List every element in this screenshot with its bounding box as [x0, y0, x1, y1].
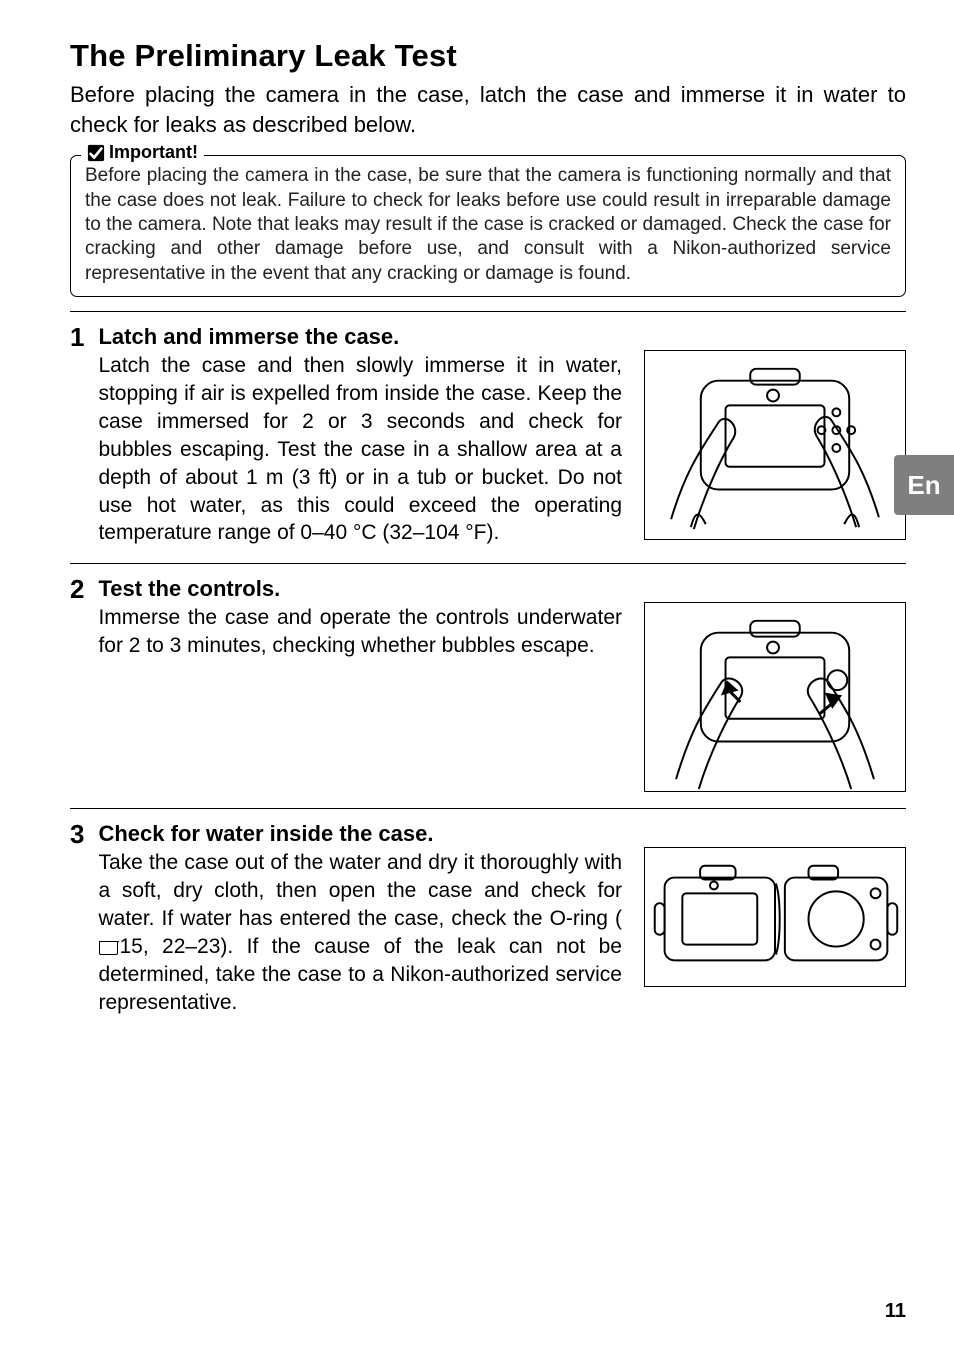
- intro-text: Before placing the camera in the case, l…: [70, 80, 906, 139]
- page-ref-icon: [99, 941, 118, 955]
- step-title: Latch and immerse the case.: [98, 324, 622, 350]
- callout-legend: Important!: [81, 142, 204, 163]
- step-number: 3: [70, 821, 84, 847]
- page-number: 11: [885, 1300, 906, 1323]
- important-icon: [87, 144, 105, 162]
- step-title: Check for water inside the case.: [98, 821, 622, 847]
- callout-label: Important!: [109, 142, 198, 163]
- page-ref: 15, 22–23: [119, 935, 220, 958]
- step-2: 2 Test the controls. Immerse the case an…: [70, 563, 906, 808]
- language-tab: En: [894, 455, 954, 515]
- step-body: Take the case out of the water and dry i…: [98, 849, 622, 1017]
- step-1: 1 Latch and immerse the case. Latch the …: [70, 311, 906, 563]
- step-number: 2: [70, 576, 84, 602]
- step-body: Latch the case and then slowly immerse i…: [98, 352, 622, 547]
- text-a: Take the case out of the water and dry i…: [98, 851, 622, 930]
- step-number: 1: [70, 324, 84, 350]
- section-title: The Preliminary Leak Test: [70, 38, 906, 74]
- step-1-figure: [644, 350, 906, 540]
- step-3-figure: [644, 847, 906, 987]
- step-body: Immerse the case and operate the control…: [98, 604, 622, 660]
- step-3: 3 Check for water inside the case. Take …: [70, 808, 906, 1033]
- callout-body: Before placing the camera in the case, b…: [85, 164, 891, 286]
- step-title: Test the controls.: [98, 576, 622, 602]
- step-2-figure: [644, 602, 906, 792]
- important-callout: Important! Before placing the camera in …: [70, 155, 906, 297]
